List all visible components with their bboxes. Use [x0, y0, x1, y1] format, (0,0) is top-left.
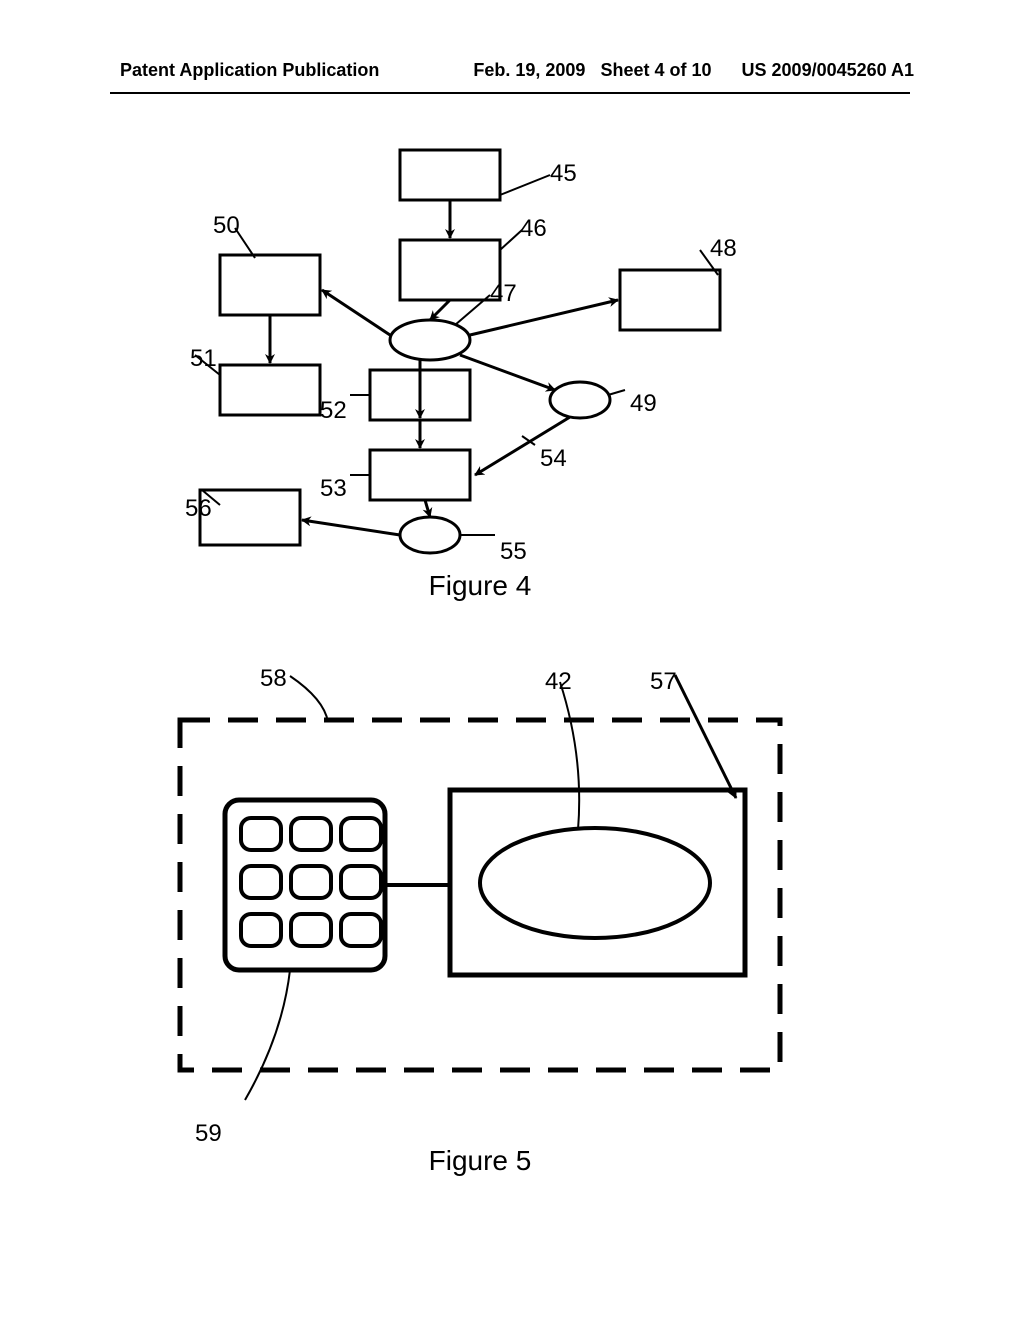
header-right: Feb. 19, 2009 Sheet 4 of 10 US 2009/0045… [473, 60, 914, 81]
flow-arrow [430, 300, 450, 320]
keypad-key [341, 866, 381, 898]
flow-arrow [302, 520, 400, 535]
flow-decision [400, 517, 460, 553]
keypad-key [341, 914, 381, 946]
flow-arrow [425, 500, 430, 517]
keypad-key [291, 866, 331, 898]
flow-box [400, 240, 500, 300]
keypad-key [241, 914, 281, 946]
page-header: Patent Application Publication Feb. 19, … [0, 60, 1024, 81]
leader-line [290, 676, 328, 722]
keypad-key [241, 866, 281, 898]
keypad-key [291, 914, 331, 946]
leader-line [675, 675, 736, 798]
ref-label: 47 [490, 280, 517, 308]
page: Patent Application Publication Feb. 19, … [0, 0, 1024, 1320]
figure-5-caption: Figure 5 [380, 1145, 580, 1177]
ref-label: 50 [213, 212, 240, 240]
ref-label: 58 [260, 665, 287, 693]
ref-label: 56 [185, 495, 212, 523]
header-rule [110, 92, 910, 94]
keypad-key [241, 818, 281, 850]
ref-label: 52 [320, 397, 347, 425]
ref-label: 55 [500, 538, 527, 566]
flow-box [220, 365, 320, 415]
leader-line [500, 230, 522, 250]
ref-label: 59 [195, 1120, 222, 1148]
keypad-key [341, 818, 381, 850]
flow-box [200, 490, 300, 545]
leader-line [608, 390, 625, 395]
leader-line [500, 175, 550, 195]
ref-label: 51 [190, 345, 217, 373]
flow-arrow [460, 355, 555, 390]
flow-box [620, 270, 720, 330]
ref-label: 54 [540, 445, 567, 473]
header-left: Patent Application Publication [120, 60, 379, 81]
ref-label: 46 [520, 215, 547, 243]
ref-label: 48 [710, 235, 737, 263]
figure-4-diagram [140, 140, 820, 560]
flow-box [220, 255, 320, 315]
leader-line [245, 970, 290, 1100]
flow-decision [550, 382, 610, 418]
ref-label: 45 [550, 160, 577, 188]
keypad-key [291, 818, 331, 850]
ref-label: 57 [650, 668, 677, 696]
ref-label: 42 [545, 668, 572, 696]
figure-4-caption: Figure 4 [380, 570, 580, 602]
flow-box [370, 450, 470, 500]
ref-label: 49 [630, 390, 657, 418]
figure-5-diagram [140, 640, 820, 1120]
ref-label: 53 [320, 475, 347, 503]
flow-decision [390, 320, 470, 360]
display-ellipse [480, 828, 710, 938]
flow-arrow [322, 290, 390, 335]
flow-box [400, 150, 500, 200]
